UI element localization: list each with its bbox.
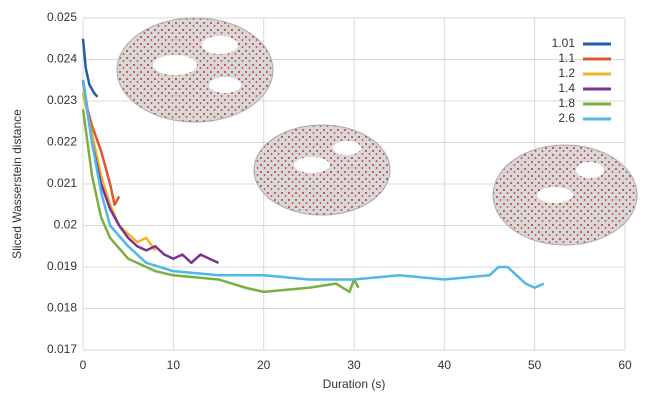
y-tick-label: 0.025 [47, 10, 77, 24]
legend-label: 1.01 [552, 36, 576, 50]
y-tick-label: 0.024 [47, 52, 77, 66]
x-tick-label: 20 [257, 358, 271, 372]
x-tick-label: 30 [347, 358, 361, 372]
y-tick-label: 0.019 [47, 259, 77, 273]
legend-label: 1.1 [558, 51, 575, 65]
mesh [254, 125, 390, 215]
y-tick-label: 0.02 [54, 218, 78, 232]
y-tick-label: 0.018 [47, 301, 77, 315]
y-tick-label: 0.021 [47, 176, 77, 190]
y-tick-label: 0.022 [47, 135, 77, 149]
y-tick-label: 0.017 [47, 342, 77, 356]
y-tick-label: 0.023 [47, 93, 77, 107]
x-tick-label: 0 [80, 358, 87, 372]
y-axis-label: Sliced Wasserstein distance [10, 109, 24, 259]
legend-label: 1.2 [558, 66, 575, 80]
x-axis-label: Duration (s) [323, 377, 386, 391]
x-tick-label: 50 [528, 358, 542, 372]
x-tick-label: 40 [438, 358, 452, 372]
mesh [493, 145, 637, 245]
mesh [117, 18, 273, 122]
chart: 0.017 0.018 0.019 0.02 0.021 0.022 0.023 0.024 0… [0, 0, 655, 401]
x-tick-label: 60 [618, 358, 632, 372]
legend-label: 1.8 [558, 96, 575, 110]
legend-label: 2.6 [558, 111, 575, 125]
legend-label: 1.4 [558, 81, 575, 95]
x-tick-label: 10 [167, 358, 181, 372]
